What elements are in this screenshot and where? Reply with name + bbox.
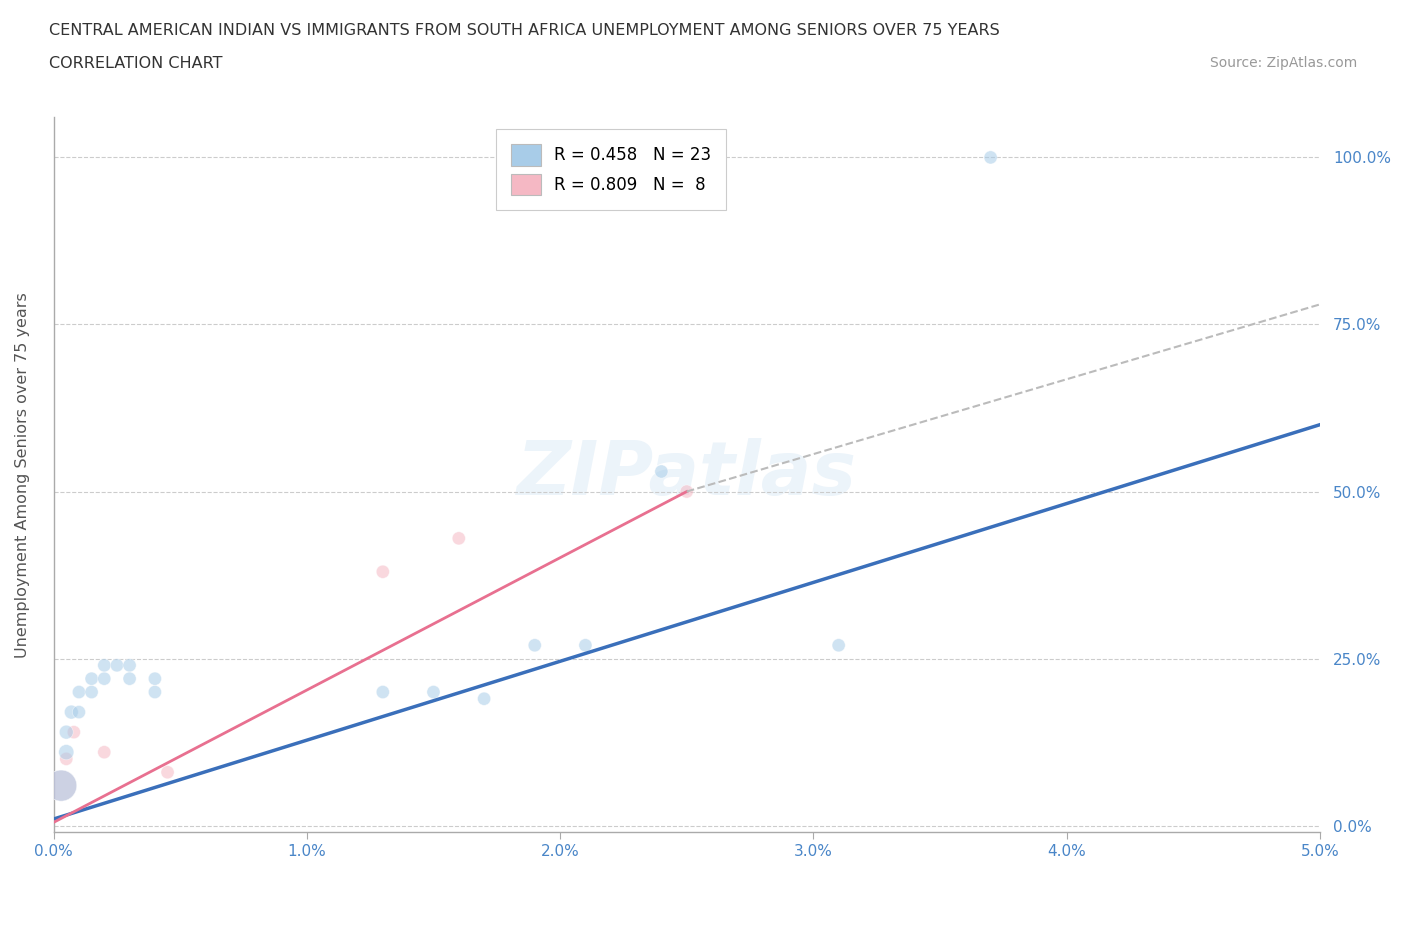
Point	[980, 150, 1002, 165]
Point	[156, 764, 179, 779]
Point	[67, 705, 90, 720]
Point	[51, 778, 73, 793]
Point	[93, 658, 115, 672]
Legend: R = 0.458   N = 23, R = 0.809   N =  8: R = 0.458 N = 23, R = 0.809 N = 8	[495, 129, 725, 210]
Point	[55, 751, 77, 766]
Point	[118, 658, 141, 672]
Point	[80, 671, 103, 686]
Point	[118, 671, 141, 686]
Point	[93, 745, 115, 760]
Point	[143, 684, 166, 699]
Point	[675, 485, 697, 499]
Point	[60, 705, 83, 720]
Point	[55, 724, 77, 739]
Point	[422, 684, 444, 699]
Point	[80, 684, 103, 699]
Text: ZIPatlas: ZIPatlas	[517, 438, 856, 512]
Point	[523, 638, 546, 653]
Text: CENTRAL AMERICAN INDIAN VS IMMIGRANTS FROM SOUTH AFRICA UNEMPLOYMENT AMONG SENIO: CENTRAL AMERICAN INDIAN VS IMMIGRANTS FR…	[49, 23, 1000, 38]
Point	[55, 745, 77, 760]
Point	[472, 691, 495, 706]
Point	[93, 671, 115, 686]
Point	[143, 671, 166, 686]
Point	[574, 638, 596, 653]
Point	[371, 684, 394, 699]
Point	[63, 724, 86, 739]
Point	[51, 778, 73, 793]
Point	[827, 638, 849, 653]
Text: Source: ZipAtlas.com: Source: ZipAtlas.com	[1209, 56, 1357, 70]
Point	[67, 684, 90, 699]
Point	[447, 531, 470, 546]
Y-axis label: Unemployment Among Seniors over 75 years: Unemployment Among Seniors over 75 years	[15, 292, 30, 658]
Point	[650, 464, 672, 479]
Point	[105, 658, 128, 672]
Point	[371, 565, 394, 579]
Text: CORRELATION CHART: CORRELATION CHART	[49, 56, 222, 71]
